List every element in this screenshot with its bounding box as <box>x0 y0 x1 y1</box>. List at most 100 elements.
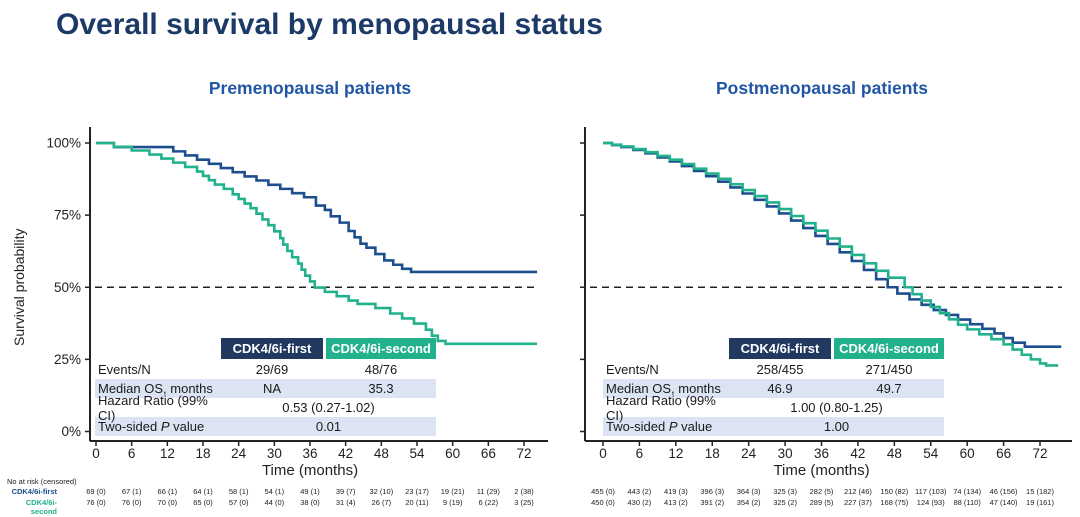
row-label: Median OS, months <box>606 381 721 396</box>
median-first-value: 46.9 <box>767 381 793 396</box>
column-header-cdk46i-first: CDK4/6i-first <box>729 338 831 359</box>
at-risk-value: 15 (182) <box>1026 487 1054 496</box>
at-risk-value: 74 (134) <box>953 487 982 496</box>
x-tick-label: 48 <box>887 446 902 461</box>
x-tick-label: 72 <box>1032 446 1047 461</box>
x-tick-label: 42 <box>850 446 865 461</box>
at-risk-value: 88 (110) <box>953 498 981 507</box>
at-risk-value: 67 (1) <box>121 487 142 496</box>
y-tick-label: 100% <box>46 136 81 151</box>
page-title: Overall survival by menopausal status <box>56 8 603 41</box>
x-tick-label: 42 <box>338 446 353 461</box>
x-tick-label: 24 <box>231 446 247 461</box>
at-risk-value: 49 (1) <box>300 487 320 496</box>
stats-row-p-value: Two-sided P value 0.01 <box>95 417 436 436</box>
median-second-value: 49.7 <box>876 381 902 396</box>
x-tick-label: 36 <box>814 446 829 461</box>
at-risk-value: 54 (1) <box>264 487 285 496</box>
x-tick-label: 48 <box>374 446 389 461</box>
stats-row-median-os: Median OS, months NA 35.3 <box>95 379 436 398</box>
km-curve-cdk46i-first <box>603 141 1062 348</box>
km-curve-cdk46i-second <box>603 141 1059 367</box>
x-axis-label: Time (months) <box>773 462 869 479</box>
p-value: 1.00 <box>823 419 850 434</box>
y-tick-label: 25% <box>54 352 81 367</box>
at-risk-value: 325 (2) <box>773 498 797 507</box>
row-label: Median OS, months <box>98 381 213 396</box>
at-risk-value: 65 (0) <box>193 498 213 507</box>
at-risk-value: 31 (4) <box>335 498 356 507</box>
at-risk-value: 325 (3) <box>773 487 797 496</box>
at-risk-value: 443 (2) <box>627 487 652 496</box>
events-first-value: 258/455 <box>756 362 804 377</box>
x-tick-label: 72 <box>516 446 531 461</box>
panel-title-premenopausal: Premenopausal patients <box>208 78 412 98</box>
events-second-value: 48/76 <box>364 362 398 377</box>
at-risk-value: 57 (0) <box>228 498 249 507</box>
at-risk-heading: No at risk (censored) <box>7 477 77 486</box>
at-risk-value: 212 (46) <box>843 487 872 496</box>
panel-title-postmenopausal: Postmenopausal patients <box>716 78 928 98</box>
x-tick-label: 36 <box>302 446 317 461</box>
x-tick-label: 12 <box>668 446 683 461</box>
stats-header-row: CDK4/6i-first CDK4/6i-second <box>603 338 944 359</box>
at-risk-value: 19 (21) <box>440 487 465 496</box>
x-tick-label: 60 <box>960 446 975 461</box>
at-risk-value: 47 (140) <box>989 498 1018 507</box>
y-axis-label: Survival probability <box>11 229 27 347</box>
at-risk-value: 419 (3) <box>663 487 688 496</box>
at-risk-value: 3 (25) <box>514 498 534 507</box>
at-risk-value: 282 (5) <box>809 487 834 496</box>
at-risk-value: 32 (10) <box>369 487 394 496</box>
at-risk-value: 413 (2) <box>663 498 688 507</box>
at-risk-value: 168 (75) <box>880 498 909 507</box>
stats-table-premenopausal: CDK4/6i-first CDK4/6i-second Events/N 29… <box>95 338 436 436</box>
y-tick-label: 0% <box>61 424 81 439</box>
at-risk-value: 227 (37) <box>843 498 872 507</box>
at-risk-value: 2 (38) <box>514 487 534 496</box>
y-tick-label: 50% <box>54 280 81 295</box>
at-risk-value: 26 (7) <box>371 498 392 507</box>
at-risk-value: 354 (2) <box>736 498 761 507</box>
at-risk-value: 19 (161) <box>1026 498 1054 507</box>
at-risk-value: 20 (11) <box>405 498 429 507</box>
at-risk-value: 117 (103) <box>914 487 947 496</box>
row-label: Hazard Ratio (99% CI) <box>98 392 208 423</box>
stats-row-hazard-ratio: Hazard Ratio (99% CI) 0.53 (0.27-1.02) <box>95 393 436 423</box>
at-risk-row-label-second: CDK4/6i-second <box>25 498 57 516</box>
at-risk-value: 396 (3) <box>700 487 725 496</box>
x-tick-label: 66 <box>481 446 496 461</box>
median-first-value: NA <box>262 381 282 396</box>
events-first-value: 29/69 <box>255 362 289 377</box>
at-risk-value: 76 (0) <box>86 498 106 507</box>
at-risk-value: 70 (0) <box>157 498 178 507</box>
row-label: Hazard Ratio (99% CI) <box>606 392 716 423</box>
x-tick-label: 0 <box>92 446 100 461</box>
at-risk-value: 23 (17) <box>405 487 429 496</box>
at-risk-value: 76 (0) <box>121 498 142 507</box>
km-curve-cdk46i-second <box>96 141 538 346</box>
at-risk-value: 450 (0) <box>591 498 615 507</box>
at-risk-value: 391 (2) <box>700 498 725 507</box>
median-second-value: 35.3 <box>368 381 394 396</box>
at-risk-value: 124 (93) <box>916 498 945 507</box>
at-risk-value: 64 (1) <box>193 487 213 496</box>
x-tick-label: 12 <box>160 446 175 461</box>
at-risk-value: 150 (82) <box>880 487 909 496</box>
x-tick-label: 54 <box>409 446 425 461</box>
stats-row-hazard-ratio: Hazard Ratio (99% CI) 1.00 (0.80-1.25) <box>603 393 944 423</box>
stats-row-median-os: Median OS, months 46.9 49.7 <box>603 379 944 398</box>
hazard-ratio-value: 1.00 (0.80-1.25) <box>790 400 883 415</box>
x-tick-label: 60 <box>445 446 460 461</box>
hazard-ratio-value: 0.53 (0.27-1.02) <box>282 400 375 415</box>
stats-row-events: Events/N 29/69 48/76 <box>95 360 436 379</box>
at-risk-row-label-first: CDK4/6i-first <box>11 487 57 496</box>
x-axis-label: Time (months) <box>262 462 358 479</box>
x-tick-label: 66 <box>996 446 1011 461</box>
y-tick-label: 75% <box>54 208 81 223</box>
row-label: Two-sided P value <box>606 419 713 434</box>
x-tick-label: 6 <box>636 446 644 461</box>
x-tick-label: 18 <box>195 446 210 461</box>
events-second-value: 271/450 <box>865 362 913 377</box>
